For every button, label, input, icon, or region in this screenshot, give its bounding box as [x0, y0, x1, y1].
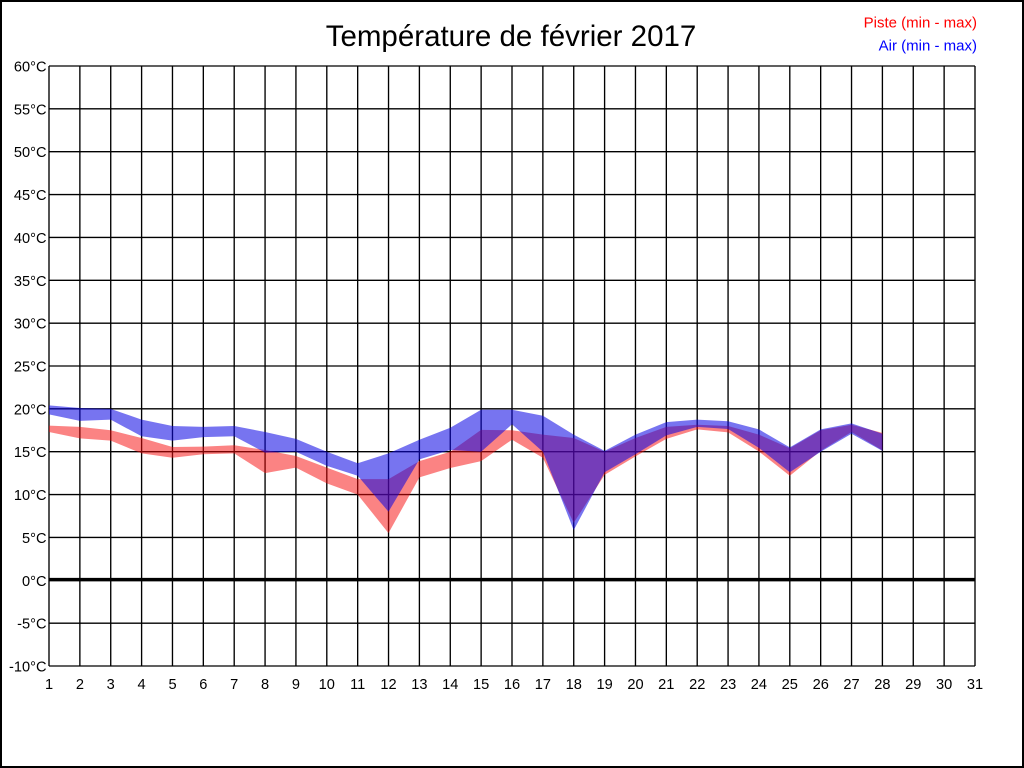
svg-text:7: 7: [230, 677, 238, 693]
svg-text:5: 5: [168, 677, 176, 693]
svg-text:20°C: 20°C: [14, 402, 47, 418]
svg-text:29: 29: [905, 677, 921, 693]
svg-text:3: 3: [107, 677, 115, 693]
svg-text:27: 27: [843, 677, 859, 693]
svg-text:9: 9: [292, 677, 300, 693]
svg-text:11: 11: [350, 677, 365, 693]
svg-text:6: 6: [199, 677, 207, 693]
svg-text:0°C: 0°C: [22, 574, 47, 590]
svg-text:21: 21: [658, 677, 674, 693]
svg-text:25: 25: [782, 677, 798, 693]
svg-text:1: 1: [45, 677, 53, 693]
svg-text:-10°C: -10°C: [9, 660, 46, 676]
svg-text:5°C: 5°C: [22, 531, 47, 547]
svg-text:14: 14: [442, 677, 458, 693]
svg-text:30: 30: [936, 677, 952, 693]
svg-text:26: 26: [813, 677, 829, 693]
svg-text:25°C: 25°C: [14, 360, 47, 376]
svg-text:20: 20: [627, 677, 643, 693]
svg-text:40°C: 40°C: [14, 231, 47, 247]
svg-text:18: 18: [566, 677, 582, 693]
svg-text:13: 13: [411, 677, 427, 693]
svg-text:22: 22: [689, 677, 705, 693]
svg-text:28: 28: [874, 677, 890, 693]
svg-text:23: 23: [720, 677, 736, 693]
svg-text:24: 24: [751, 677, 767, 693]
svg-text:10: 10: [319, 677, 335, 693]
svg-text:16: 16: [504, 677, 520, 693]
svg-text:8: 8: [261, 677, 269, 693]
svg-text:55°C: 55°C: [14, 102, 47, 118]
svg-text:50°C: 50°C: [14, 145, 47, 161]
svg-text:Air (min - max): Air (min - max): [879, 37, 977, 54]
svg-text:Température de février 2017: Température de février 2017: [326, 20, 697, 53]
svg-text:45°C: 45°C: [14, 188, 47, 204]
svg-text:15°C: 15°C: [14, 445, 47, 461]
svg-text:60°C: 60°C: [14, 60, 47, 76]
svg-text:19: 19: [596, 677, 612, 693]
svg-text:15: 15: [473, 677, 489, 693]
svg-text:2: 2: [76, 677, 84, 693]
svg-text:-5°C: -5°C: [17, 617, 46, 633]
svg-text:17: 17: [535, 677, 551, 693]
svg-text:10°C: 10°C: [14, 488, 47, 504]
svg-text:31: 31: [967, 677, 983, 693]
svg-text:12: 12: [380, 677, 396, 693]
svg-text:4: 4: [138, 677, 146, 693]
svg-text:Piste (min - max): Piste (min - max): [864, 15, 977, 32]
svg-text:35°C: 35°C: [14, 274, 47, 290]
svg-text:30°C: 30°C: [14, 317, 47, 333]
